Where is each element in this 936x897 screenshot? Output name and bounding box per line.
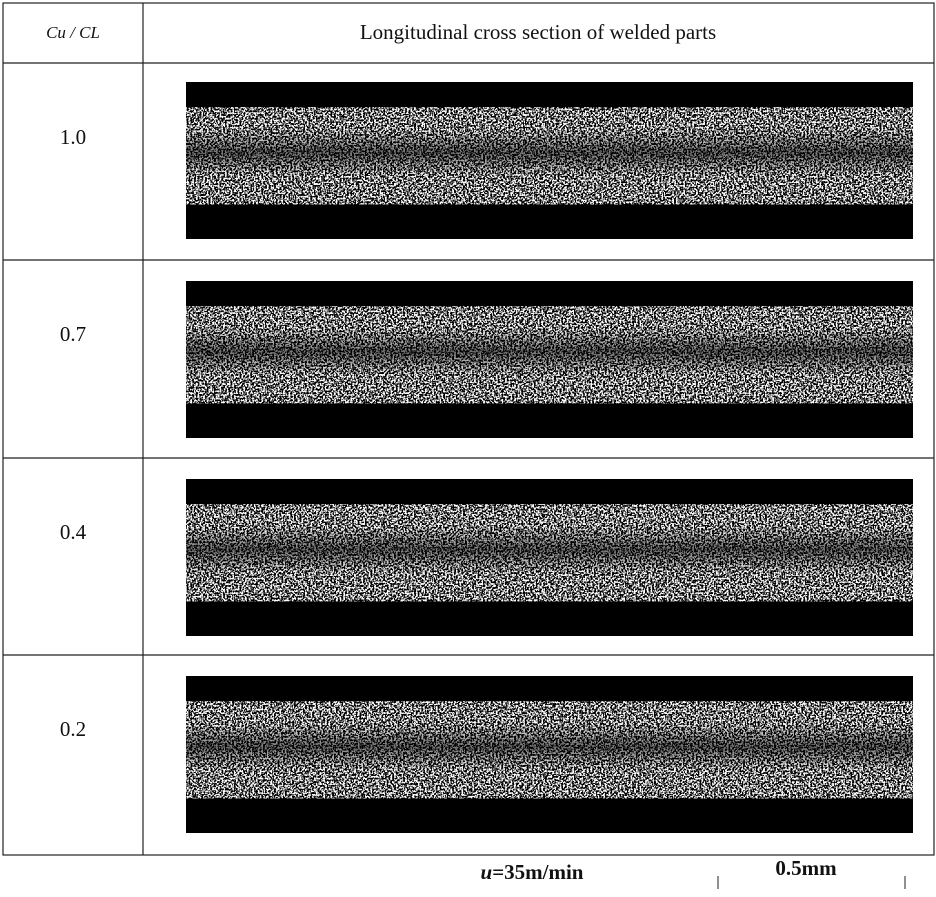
micrograph-seam: [186, 328, 913, 375]
speed-caption: u=35m/min: [481, 860, 584, 884]
micrograph-seam: [186, 129, 913, 176]
ratio-value: 1.0: [60, 125, 86, 149]
ratio-value: 0.2: [60, 717, 86, 741]
micrograph: [186, 676, 913, 833]
micrograph: [186, 479, 913, 636]
micrograph: [186, 82, 913, 239]
page: Cu / CL Longitudinal cross section of we…: [0, 0, 936, 892]
micrograph-seam: [186, 526, 913, 573]
micrograph: [186, 281, 913, 438]
header-section: Longitudinal cross section of welded par…: [360, 20, 716, 44]
header-ratio: Cu / CL: [46, 23, 100, 42]
micrograph-seam: [186, 723, 913, 770]
speed-symbol: u: [481, 860, 493, 884]
ratio-value: 0.7: [60, 322, 86, 346]
speed-text: =35m/min: [492, 860, 584, 884]
ratio-value: 0.4: [60, 520, 87, 544]
scale-label: 0.5mm: [775, 856, 837, 880]
